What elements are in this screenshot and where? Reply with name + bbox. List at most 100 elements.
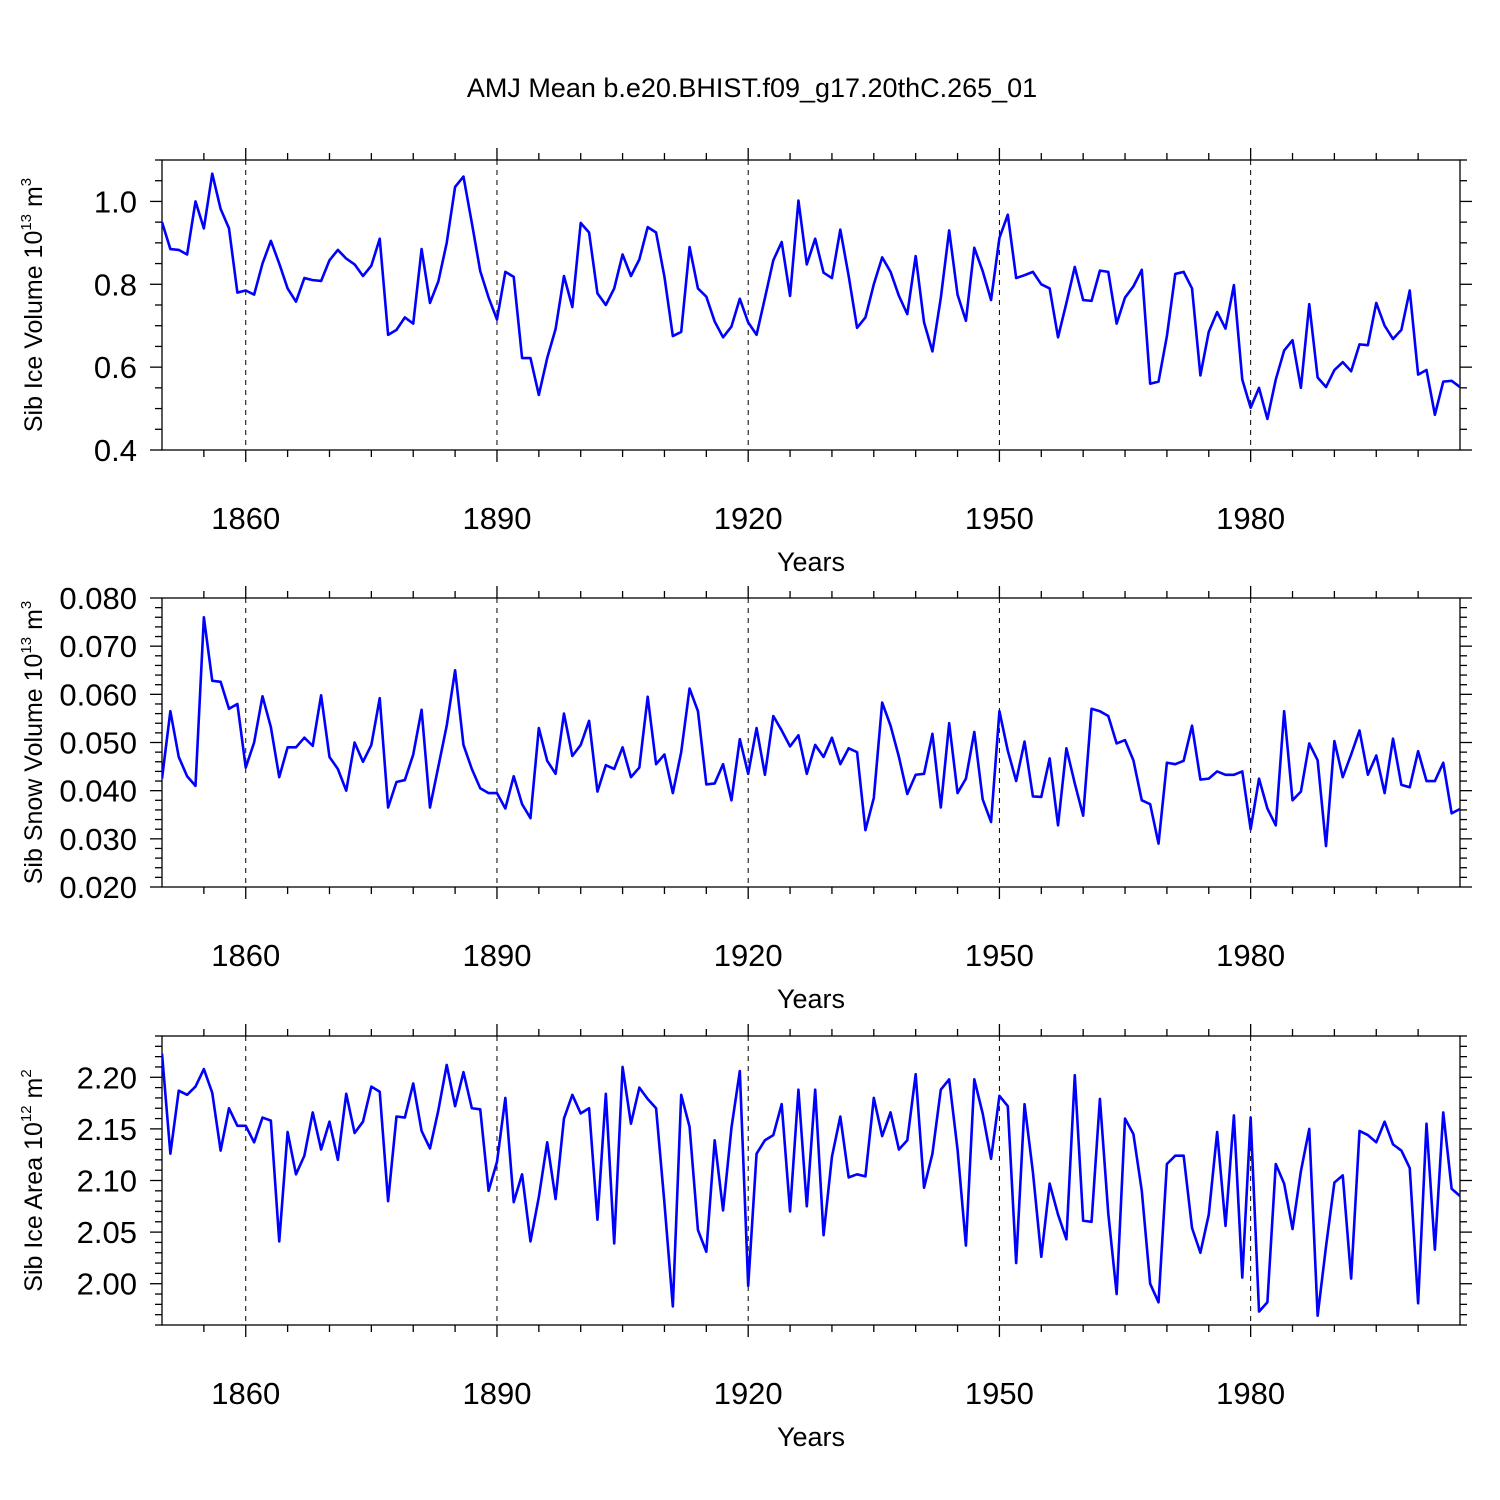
- data-point: [722, 763, 724, 765]
- x-tick-label: 1890: [462, 501, 531, 536]
- data-point: [956, 1148, 958, 1150]
- data-point: [981, 270, 983, 272]
- data-point: [194, 1085, 196, 1087]
- data-point: [1048, 757, 1050, 759]
- data-point: [1300, 387, 1302, 389]
- data-point: [747, 321, 749, 323]
- data-point: [1383, 792, 1385, 794]
- data-point: [1275, 378, 1277, 380]
- data-point: [580, 222, 582, 224]
- data-point: [1191, 287, 1193, 289]
- data-point: [580, 1112, 582, 1114]
- data-point: [429, 302, 431, 304]
- data-points: [161, 616, 1461, 847]
- data-point: [1291, 1228, 1293, 1230]
- y-axis-label-exponent: 12: [18, 1105, 35, 1122]
- data-point: [806, 773, 808, 775]
- data-point: [730, 799, 732, 801]
- data-point: [521, 357, 523, 359]
- data-point: [253, 1141, 255, 1143]
- data-point: [1442, 380, 1444, 382]
- data-point: [931, 350, 933, 352]
- data-point: [831, 1156, 833, 1158]
- data-point: [1241, 770, 1243, 772]
- data-point: [446, 242, 448, 244]
- y-tick-label: 2.15: [77, 1112, 137, 1147]
- data-point: [1425, 780, 1427, 782]
- data-point: [713, 782, 715, 784]
- data-point: [1249, 407, 1251, 409]
- data-point: [948, 1078, 950, 1080]
- y-tick-label: 0.060: [59, 677, 137, 712]
- data-point: [345, 789, 347, 791]
- data-point: [412, 753, 414, 755]
- data-point: [1383, 325, 1385, 327]
- data-point: [1065, 1238, 1067, 1240]
- data-point: [1124, 739, 1126, 741]
- data-point: [312, 279, 314, 281]
- data-point: [203, 616, 205, 618]
- y-tick-label: 2.05: [77, 1215, 137, 1250]
- data-point: [822, 756, 824, 758]
- data-point: [1132, 759, 1134, 761]
- data-point: [563, 275, 565, 277]
- y-axis-label: Sib Snow Volume 1013 m3: [18, 601, 48, 885]
- data-point: [1358, 729, 1360, 731]
- data-point: [688, 246, 690, 248]
- data-point: [747, 1285, 749, 1287]
- data-point: [228, 1107, 230, 1109]
- data-point: [881, 701, 883, 703]
- data-point: [663, 753, 665, 755]
- data-point: [940, 297, 942, 299]
- data-point: [395, 781, 397, 783]
- x-axis-label: Years: [777, 984, 845, 1014]
- data-point: [312, 1111, 314, 1113]
- data-point: [1023, 1103, 1025, 1105]
- data-point: [998, 237, 1000, 239]
- data-point: [554, 1198, 556, 1200]
- data-point: [186, 1094, 188, 1096]
- data-point: [471, 1107, 473, 1109]
- data-point: [462, 1071, 464, 1073]
- data-point: [437, 765, 439, 767]
- data-point: [337, 1159, 339, 1161]
- data-point: [580, 744, 582, 746]
- data-point: [295, 1173, 297, 1175]
- data-point: [236, 703, 238, 705]
- data-point: [1015, 1262, 1017, 1264]
- data-point: [437, 280, 439, 282]
- data-point: [1367, 344, 1369, 346]
- data-point: [1141, 799, 1143, 801]
- data-point: [1350, 1277, 1352, 1279]
- data-point: [496, 318, 498, 320]
- data-point: [1425, 1123, 1427, 1125]
- data-point: [873, 797, 875, 799]
- data-point: [1266, 1301, 1268, 1303]
- data-point: [1434, 414, 1436, 416]
- data-point: [1333, 369, 1335, 371]
- data-point: [228, 227, 230, 229]
- data-point: [1032, 1171, 1034, 1173]
- x-tick-label: 1980: [1216, 938, 1285, 973]
- y-axis-label-unit-exponent: 2: [18, 1069, 35, 1077]
- data-point: [1216, 770, 1218, 772]
- data-point: [1040, 283, 1042, 285]
- data-point: [228, 708, 230, 710]
- data-point: [856, 327, 858, 329]
- y-tick-label: 1.0: [94, 184, 137, 219]
- data-point: [1392, 1143, 1394, 1145]
- data-point: [713, 320, 715, 322]
- data-point: [379, 697, 381, 699]
- x-tick-label: 1890: [462, 1376, 531, 1411]
- data-point: [898, 295, 900, 297]
- data-point: [839, 1115, 841, 1117]
- series-line: [162, 615, 1460, 848]
- data-point: [337, 768, 339, 770]
- y-axis-label-text: Sib Snow Volume 10: [20, 654, 48, 885]
- data-point: [1007, 1105, 1009, 1107]
- data-point: [203, 227, 205, 229]
- data-point: [722, 1209, 724, 1211]
- data-point: [705, 1251, 707, 1253]
- data-point: [429, 806, 431, 808]
- y-tick-label: 0.040: [59, 774, 137, 809]
